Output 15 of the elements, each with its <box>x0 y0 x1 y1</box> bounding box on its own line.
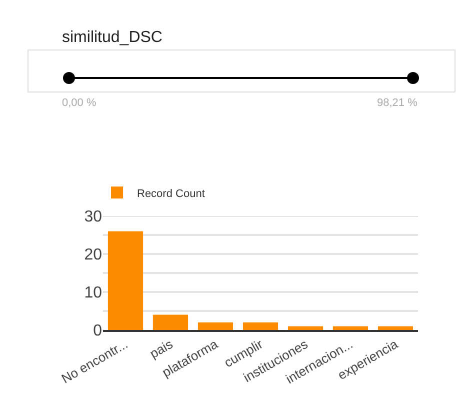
bar <box>152 314 188 330</box>
y-tick-label: 0 <box>93 322 102 340</box>
bar <box>378 326 414 330</box>
bar <box>288 326 324 330</box>
bar <box>242 322 278 330</box>
text: similitud_DSC <box>62 29 162 46</box>
y-tick-label: 20 <box>84 246 102 264</box>
text: 0,00 % <box>62 97 96 109</box>
text: 98,21 % <box>377 97 418 109</box>
legend-label: Record Count <box>137 188 205 200</box>
bar <box>198 322 234 330</box>
y-tick-label: 30 <box>84 208 102 226</box>
y-tick-label: 10 <box>84 284 102 302</box>
bar <box>332 326 368 330</box>
bar <box>108 231 144 330</box>
